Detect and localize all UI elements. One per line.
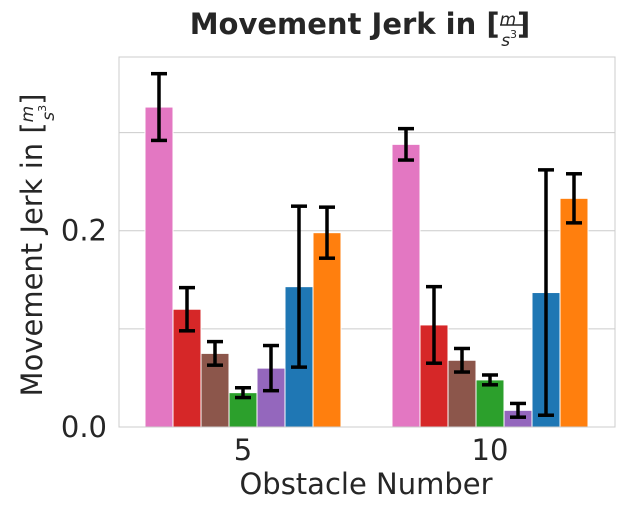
x-tick-label: 5 bbox=[234, 433, 252, 467]
y-unit-denominator: s bbox=[39, 112, 59, 121]
title-unit-close: ] bbox=[517, 7, 530, 41]
bar bbox=[144, 106, 174, 428]
bar bbox=[312, 232, 342, 428]
y-unit-close: ] bbox=[15, 94, 49, 105]
title-unit-numerator: m bbox=[500, 10, 517, 30]
plot-frame bbox=[118, 56, 616, 428]
y-tick-label: 0.2 bbox=[61, 214, 107, 248]
title-unit-exponent: 3 bbox=[510, 28, 517, 41]
plot-area: 0.0 0.2 5 10 bbox=[61, 56, 616, 467]
x-axis-label: Obstacle Number bbox=[239, 467, 492, 501]
bar bbox=[559, 197, 589, 428]
x-tick-label: 10 bbox=[472, 433, 509, 467]
bar bbox=[475, 379, 505, 428]
y-unit-exponent: 3 bbox=[36, 105, 49, 112]
y-axis-label-text: Movement Jerk in [ bbox=[15, 122, 49, 396]
chart-title: Movement Jerk in [m s3] bbox=[190, 7, 531, 51]
y-axis-label: Movement Jerk in [ms3] bbox=[15, 94, 59, 397]
bar bbox=[391, 143, 421, 428]
y-unit-numerator: m bbox=[18, 106, 38, 123]
y-tick-label: 0.0 bbox=[61, 410, 107, 444]
title-unit-denominator: s bbox=[501, 31, 510, 51]
chart-title-text: Movement Jerk in [ bbox=[190, 7, 500, 41]
